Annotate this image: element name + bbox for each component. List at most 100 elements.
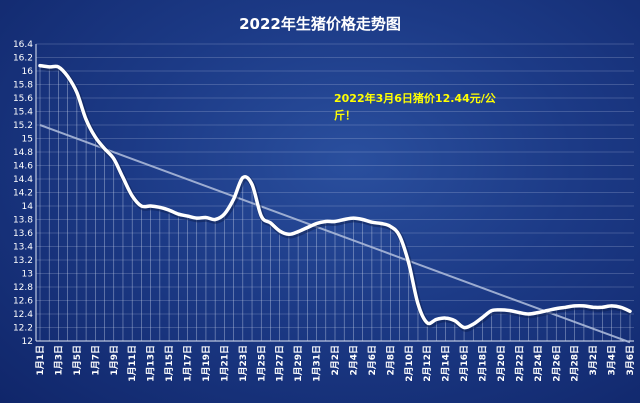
chart-title: 2022年生猪价格走势图	[239, 15, 401, 33]
data-point	[472, 322, 475, 326]
grid-layer	[35, 43, 634, 342]
data-point	[407, 262, 410, 265]
data-point	[398, 234, 401, 237]
annotation-line-1: 2022年3月6日猪价12.44元/公	[334, 91, 496, 105]
data-point	[177, 212, 180, 216]
x-tick-label: 2月6日	[367, 345, 378, 376]
data-point	[425, 321, 429, 324]
data-point	[186, 214, 189, 218]
x-axis-ticks: 1月1日 1月3日 1月5日 1月7日 1月9日 1月11日 1月13日 1月15日 1月17日…	[35, 345, 636, 382]
x-tick-label: 1月31日	[312, 345, 323, 382]
x-tick-label: 1月7日	[90, 345, 101, 376]
y-tick-label: 13.2	[13, 256, 33, 266]
data-point	[343, 218, 346, 221]
data-point	[536, 311, 540, 314]
y-tick-label: 16.2	[13, 54, 33, 64]
x-tick-label: 2月26日	[551, 345, 562, 382]
data-point	[195, 216, 198, 220]
data-point	[499, 308, 503, 312]
annotation: 2022年3月6日猪价12.44元/公 斤！	[334, 91, 496, 122]
y-tick-label: 13.6	[13, 229, 33, 239]
data-point	[490, 309, 493, 312]
series-line-shadow	[40, 64, 633, 332]
data-point	[435, 318, 438, 321]
y-tick-label: 16	[22, 67, 34, 77]
data-point	[619, 306, 622, 309]
x-tick-label: 1月3日	[53, 345, 64, 376]
x-tick-label: 2月22日	[514, 345, 525, 382]
y-tick-label: 14	[22, 202, 34, 212]
data-point	[158, 206, 162, 209]
data-point	[573, 304, 576, 308]
data-point	[57, 65, 60, 69]
data-point	[416, 302, 420, 306]
x-tick-label: 2月20日	[496, 345, 507, 382]
data-point	[269, 221, 272, 225]
x-tick-label: 1月29日	[293, 345, 304, 382]
x-tick-label: 1月19日	[201, 345, 212, 382]
data-point	[545, 309, 549, 312]
data-point	[84, 118, 88, 121]
data-point	[333, 220, 337, 223]
x-tick-label: 2月2日	[330, 345, 341, 376]
data-point	[628, 310, 632, 313]
y-tick-label: 12.8	[13, 283, 33, 293]
x-tick-label: 1月17日	[183, 345, 194, 382]
data-point	[213, 218, 217, 221]
data-point	[296, 230, 300, 233]
data-point	[508, 309, 512, 312]
data-point	[287, 233, 291, 236]
data-point	[130, 194, 134, 198]
y-tick-label: 13	[22, 270, 33, 280]
data-point	[481, 316, 484, 319]
data-point	[38, 64, 42, 67]
data-point	[149, 204, 152, 208]
y-tick-label: 12	[22, 337, 33, 347]
data-point	[167, 208, 171, 212]
x-tick-label: 3月6日	[625, 345, 636, 376]
data-point	[315, 222, 318, 225]
y-tick-label: 12.2	[13, 324, 33, 334]
data-point	[75, 91, 79, 94]
x-tick-label: 1月21日	[219, 345, 230, 382]
data-point	[564, 306, 567, 309]
data-point	[121, 176, 125, 179]
y-tick-label: 14.8	[13, 148, 33, 158]
data-point	[453, 319, 457, 322]
data-point	[444, 316, 447, 320]
x-tick-label: 2月18日	[478, 345, 489, 382]
data-point	[204, 216, 208, 219]
x-tick-label: 1月13日	[146, 345, 157, 382]
y-tick-label: 15	[22, 135, 33, 145]
x-tick-label: 2月12日	[422, 345, 433, 382]
data-point	[389, 225, 392, 228]
y-tick-label: 15.2	[13, 121, 33, 131]
data-point	[48, 65, 51, 69]
data-point	[278, 229, 281, 233]
y-tick-label: 14.4	[13, 175, 33, 185]
data-point	[527, 312, 530, 316]
data-point	[591, 306, 595, 309]
data-point	[112, 157, 115, 160]
data-point	[94, 135, 97, 139]
y-tick-label: 12.4	[13, 310, 33, 320]
data-point	[260, 214, 263, 218]
y-axis-ticks: 12 12.2 12.4 12.6 12.8 13 13.2 13.4 13.6 13.8 14 14…	[13, 40, 33, 347]
y-tick-label: 15.6	[13, 94, 33, 104]
x-tick-label: 2月16日	[459, 345, 470, 382]
x-tick-label: 2月24日	[533, 345, 544, 382]
data-point	[306, 226, 309, 229]
data-point	[379, 222, 383, 225]
y-tick-label: 14.2	[13, 189, 33, 199]
annotation-line-2: 斤！	[334, 108, 356, 122]
data-point	[582, 304, 586, 308]
data-point	[361, 218, 364, 221]
data-point	[601, 306, 604, 309]
x-tick-label: 2月14日	[441, 345, 452, 382]
x-tick-label: 1月27日	[275, 345, 286, 382]
x-tick-label: 3月4日	[607, 345, 618, 376]
data-point	[223, 212, 226, 216]
x-tick-label: 1月5日	[72, 345, 83, 376]
data-point	[66, 75, 69, 78]
trendline-layer	[39, 124, 631, 344]
